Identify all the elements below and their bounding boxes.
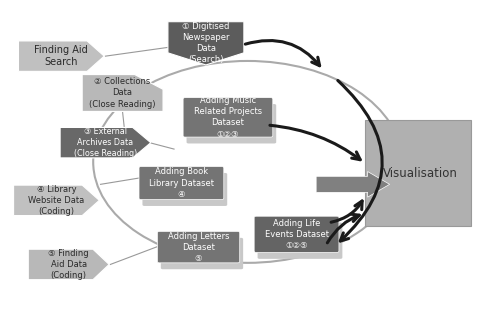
Text: Adding Letters
Dataset
⑤: Adding Letters Dataset ⑤ bbox=[168, 232, 230, 263]
FancyBboxPatch shape bbox=[139, 166, 224, 199]
Polygon shape bbox=[316, 171, 390, 197]
FancyBboxPatch shape bbox=[161, 238, 243, 269]
Polygon shape bbox=[60, 128, 151, 158]
Text: Finding Aid
Search: Finding Aid Search bbox=[34, 45, 88, 67]
Text: Visualisation: Visualisation bbox=[382, 167, 458, 180]
Polygon shape bbox=[14, 185, 100, 215]
Text: Adding Music
Related Projects
Dataset
①②③: Adding Music Related Projects Dataset ①②… bbox=[194, 96, 262, 139]
FancyBboxPatch shape bbox=[158, 232, 240, 263]
FancyBboxPatch shape bbox=[254, 216, 339, 252]
Polygon shape bbox=[18, 41, 104, 71]
Text: Adding Life
Events Dataset
①②⑤: Adding Life Events Dataset ①②⑤ bbox=[264, 219, 328, 250]
Text: ⑤ Finding
Aid Data
(Coding): ⑤ Finding Aid Data (Coding) bbox=[48, 249, 89, 280]
FancyBboxPatch shape bbox=[183, 98, 273, 137]
Text: Adding Book
Library Dataset
④: Adding Book Library Dataset ④ bbox=[149, 167, 214, 198]
FancyBboxPatch shape bbox=[258, 223, 342, 259]
Polygon shape bbox=[82, 75, 163, 112]
Text: ③ External
Archives Data
(Close Reading): ③ External Archives Data (Close Reading) bbox=[74, 127, 137, 158]
Text: ② Collections
Data
(Close Reading): ② Collections Data (Close Reading) bbox=[90, 77, 156, 109]
FancyBboxPatch shape bbox=[142, 173, 227, 206]
Text: ① Digitised
Newspaper
Data
(Search): ① Digitised Newspaper Data (Search) bbox=[182, 22, 230, 64]
Text: ④ Library
Website Data
(Coding): ④ Library Website Data (Coding) bbox=[28, 185, 84, 216]
FancyBboxPatch shape bbox=[186, 104, 276, 144]
FancyBboxPatch shape bbox=[365, 120, 470, 226]
Polygon shape bbox=[168, 22, 244, 65]
Polygon shape bbox=[28, 249, 109, 280]
